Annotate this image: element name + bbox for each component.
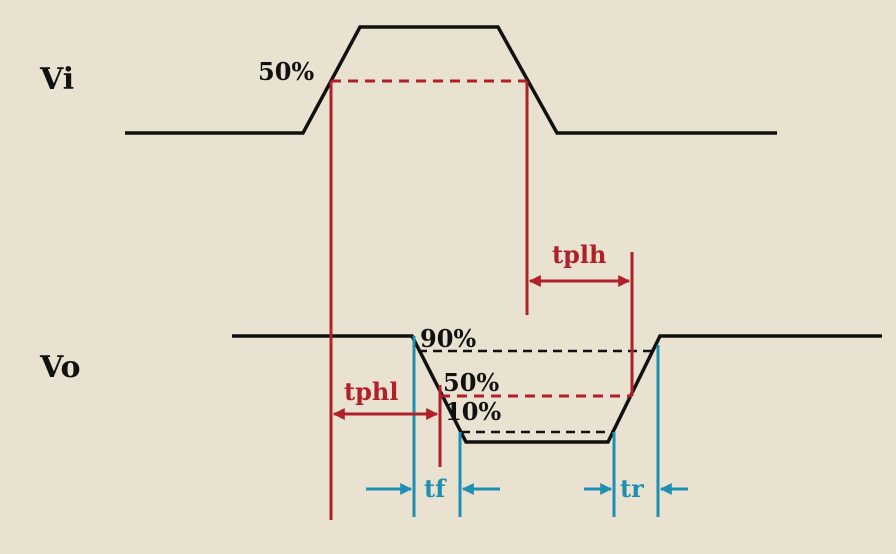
tf-label: tf [424,474,447,503]
vo-waveform [232,334,882,444]
vi-50-label: 50% [258,57,314,86]
tr-label: tr [620,474,644,503]
vo-label: Vo [39,350,81,385]
vi-waveform [125,25,777,135]
tphl-label: tphl [344,377,398,406]
vo-50-label: 50% [443,368,499,397]
vo-90-label: 90% [420,324,476,353]
tplh-label: tplh [552,240,606,269]
vo-10-label: 10% [445,397,501,426]
vi-label: Vi [39,62,74,97]
